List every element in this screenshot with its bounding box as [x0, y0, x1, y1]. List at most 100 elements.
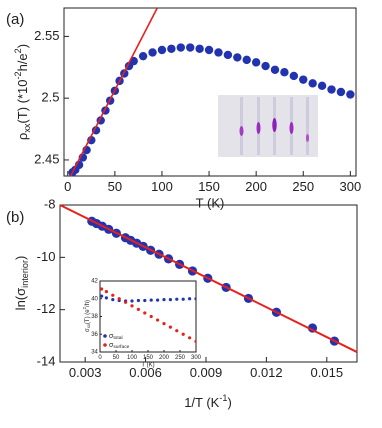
y-tick-label: -14: [37, 353, 56, 368]
y-axis-label: ρxx(T) (*10-2h/e2): [13, 44, 32, 140]
label-part: (T) (e: [85, 309, 91, 324]
data-point: [280, 68, 289, 77]
data-point: [162, 298, 166, 302]
x-tick-label: 50: [113, 355, 120, 361]
data-point: [186, 43, 195, 52]
x-tick-label: 150: [198, 179, 220, 194]
label-part: total: [113, 335, 122, 341]
data-point: [104, 290, 108, 294]
x-tick-label: 0: [98, 355, 102, 361]
data-point: [194, 339, 196, 343]
data-point: [175, 329, 179, 333]
data-point: [214, 48, 223, 57]
data-point: [100, 287, 104, 291]
data-point: [181, 297, 185, 301]
x-tick-label: 250: [175, 355, 186, 361]
y-tick-label: 42: [91, 279, 98, 285]
x-axis-label: T (K): [141, 363, 154, 369]
x-tick-label: 100: [151, 179, 173, 194]
label-part: σ: [85, 328, 91, 332]
data-point: [261, 61, 270, 71]
label-part: σ: [109, 342, 114, 349]
data-point: [194, 297, 196, 301]
x-tick-label: 300: [339, 179, 361, 194]
data-point: [149, 314, 153, 319]
plot-area: [100, 287, 196, 343]
x-tick-label: 50: [108, 179, 122, 194]
panel-label: (b): [6, 209, 24, 226]
label-part: ): [13, 256, 28, 260]
legend-label: σtotal: [109, 333, 123, 341]
y-axis-label: ln(σinterior): [13, 256, 30, 311]
fit-line: [69, 7, 158, 177]
data-point: [136, 307, 140, 311]
label-part: ρ: [15, 133, 30, 140]
y-tick-label: 36: [91, 332, 98, 338]
data-point: [156, 298, 160, 302]
y-tick-label: -12: [37, 301, 56, 316]
label-part: 2: [13, 48, 23, 53]
data-point: [143, 298, 147, 303]
data-point: [299, 75, 308, 84]
x-tick-label: 300: [191, 355, 202, 361]
x-tick-label: 250: [292, 179, 314, 194]
y-tick-label: 2.45: [34, 151, 59, 166]
label-part: interior: [20, 260, 30, 288]
data-point: [157, 45, 167, 55]
x-tick-label: 0.006: [129, 365, 162, 380]
data-point: [100, 294, 104, 298]
x-tick-label: 100: [127, 355, 138, 361]
data-point: [136, 298, 140, 303]
label-part: -1: [219, 393, 227, 403]
x-tick-label: 0.012: [250, 365, 283, 380]
data-point: [195, 44, 204, 53]
x-tick-label: 0: [64, 179, 71, 194]
data-point: [346, 90, 355, 99]
data-point: [270, 65, 280, 74]
y-tick-label: 34: [91, 350, 98, 356]
data-point: [111, 293, 115, 297]
data-point: [104, 296, 108, 300]
data-point: [181, 332, 185, 336]
x-tick-label: 0.003: [69, 365, 102, 380]
data-point: [168, 325, 172, 329]
label-part: surface: [113, 344, 129, 350]
data-point: [327, 85, 336, 94]
label-part: σ: [109, 333, 114, 340]
y-tick-label: 38: [91, 314, 98, 320]
legend-label: σsurface: [109, 342, 130, 350]
data-point: [124, 300, 128, 304]
fit-line: [59, 204, 358, 353]
data-point: [143, 311, 147, 315]
plot-area: [68, 43, 355, 176]
data-point: [162, 322, 166, 326]
data-point: [156, 318, 160, 322]
label-part: xx: [22, 123, 32, 133]
data-point: [289, 71, 299, 81]
data-point: [336, 87, 346, 97]
data-point: [188, 336, 192, 340]
data-point: [149, 298, 153, 302]
plot-frame: [59, 204, 358, 363]
data-point: [175, 297, 179, 301]
label-part: -2: [13, 71, 23, 79]
panel-label: (a): [6, 11, 24, 28]
y-tick-label: -10: [37, 249, 56, 264]
y-tick-label: -8: [44, 196, 56, 211]
data-point: [188, 297, 192, 301]
x-axis-label: T (K): [196, 195, 225, 210]
legend-marker: [103, 334, 107, 338]
label-part: xx: [86, 323, 91, 328]
label-part: ): [227, 395, 231, 410]
data-point: [130, 299, 134, 303]
data-point: [242, 55, 251, 65]
x-tick-label: 0.015: [311, 365, 344, 380]
label-part: 2: [82, 306, 87, 309]
label-part: ): [15, 44, 30, 48]
data-point: [233, 53, 242, 62]
x-tick-label: 200: [245, 179, 267, 194]
y-tick-label: 40: [91, 296, 98, 302]
x-tick-label: 0.009: [190, 365, 223, 380]
x-tick-label: 150: [143, 355, 154, 361]
